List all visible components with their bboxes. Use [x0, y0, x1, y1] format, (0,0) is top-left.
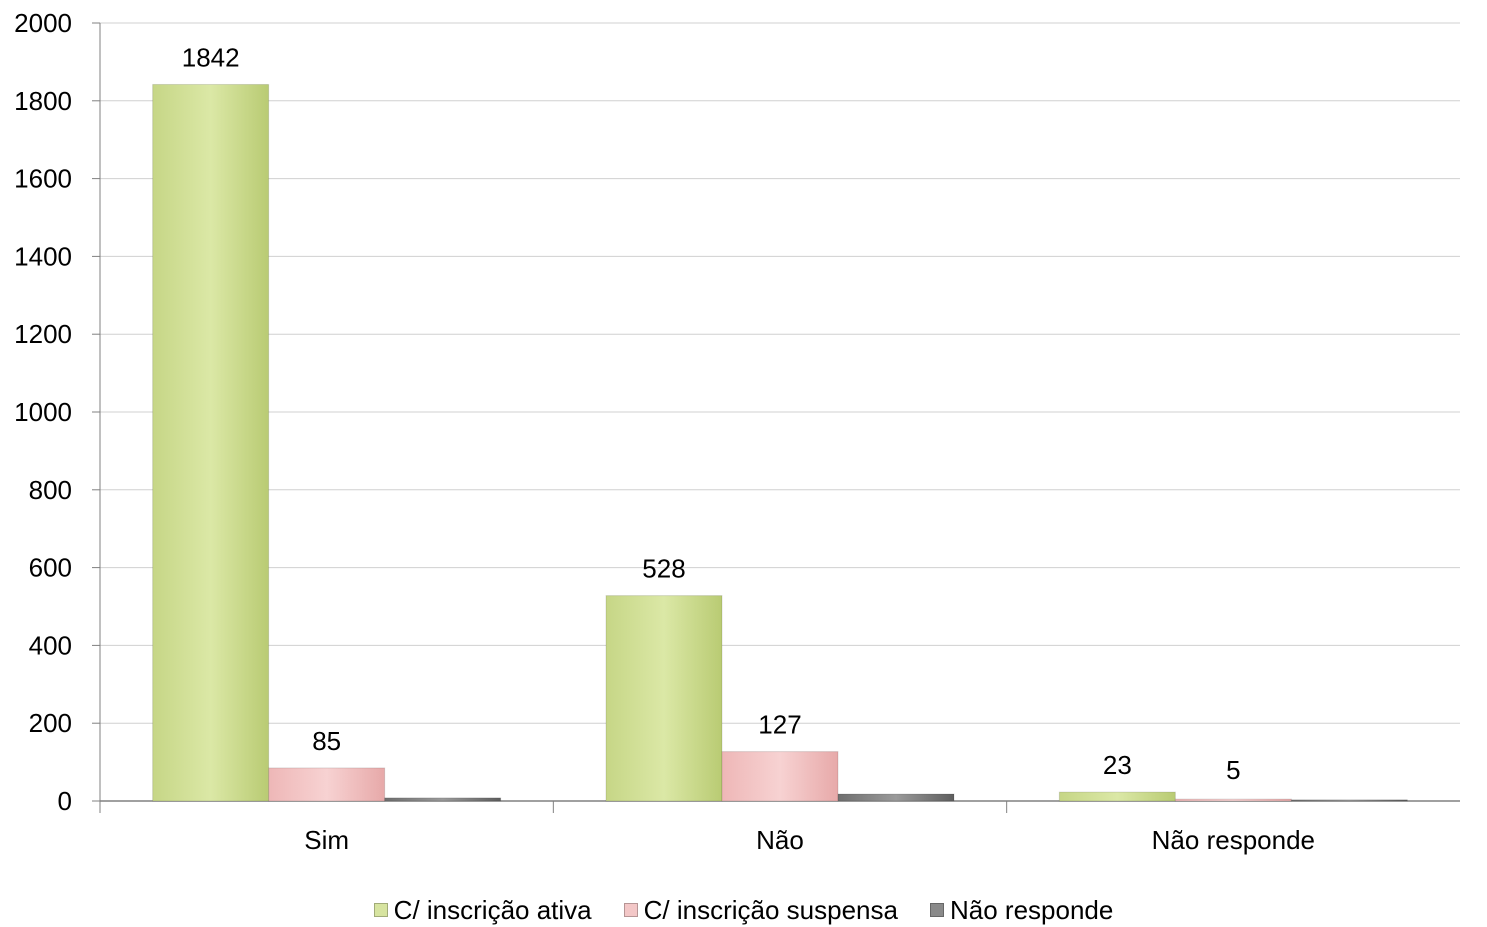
legend-label: C/ inscrição ativa: [393, 894, 592, 925]
bar-c-inscri-o-ativa-sim: [152, 83, 270, 802]
data-label: 85: [312, 726, 341, 756]
legend-item: C/ inscrição ativa: [373, 894, 592, 926]
bars: [152, 83, 1408, 802]
y-axis: 0 200 400 600 800 1000 1200 1400 1600 1800 2000: [14, 8, 101, 816]
x-axis: Sim Não Não responde: [100, 800, 1460, 855]
y-tick-label: 2000: [14, 8, 72, 38]
y-tick-label: 400: [29, 630, 72, 660]
bar-n-o-responde-n-o: [837, 793, 955, 802]
legend-item: Não responde: [929, 894, 1114, 926]
bar-n-o-responde-n-o-responde: [1290, 799, 1408, 802]
x-category-label: Não: [756, 825, 804, 855]
data-label: 127: [758, 710, 801, 740]
y-tick-label: 0: [58, 786, 72, 816]
data-label: 5: [1226, 755, 1240, 785]
y-tick-label: 1800: [14, 86, 72, 116]
y-tick-label: 600: [29, 553, 72, 583]
y-tick-label: 800: [29, 475, 72, 505]
legend-swatch: [623, 903, 638, 917]
x-category-label: Não responde: [1152, 825, 1315, 855]
y-tick-label: 1000: [14, 397, 72, 427]
data-label: 528: [642, 554, 685, 584]
bar-c-inscri-o-ativa-n-o-responde: [1058, 791, 1176, 802]
legend-label: Não responde: [949, 894, 1114, 925]
y-tick-label: 1200: [14, 319, 72, 349]
bar-c-inscri-o-suspensa-sim: [268, 767, 386, 802]
legend-swatch: [929, 903, 944, 917]
x-category-label: Sim: [304, 825, 349, 855]
bar-c-inscri-o-suspensa-n-o: [721, 751, 839, 802]
bar-c-inscri-o-ativa-n-o: [605, 595, 723, 802]
data-label: 23: [1103, 750, 1132, 780]
legend-item: C/ inscrição suspensa: [623, 894, 898, 926]
bar-chart: 0 200 400 600 800 1000 1200 1400 1600 1800 2000 Si…: [14, 8, 1460, 855]
bar-n-o-responde-sim: [384, 797, 502, 802]
y-tick-label: 200: [29, 708, 72, 738]
legend-swatch: [373, 903, 388, 917]
data-labels: 1842 85 528 127 23 5: [182, 42, 1241, 785]
data-label: 1842: [182, 42, 240, 72]
bar-c-inscri-o-suspensa-n-o-responde: [1174, 798, 1292, 802]
legend-label: C/ inscrição suspensa: [643, 894, 898, 925]
y-tick-label: 1400: [14, 241, 72, 271]
legend: C/ inscrição ativa C/ inscrição suspensa N…: [0, 893, 1487, 927]
y-tick-label: 1600: [14, 164, 72, 194]
gridlines: [100, 22, 1460, 724]
